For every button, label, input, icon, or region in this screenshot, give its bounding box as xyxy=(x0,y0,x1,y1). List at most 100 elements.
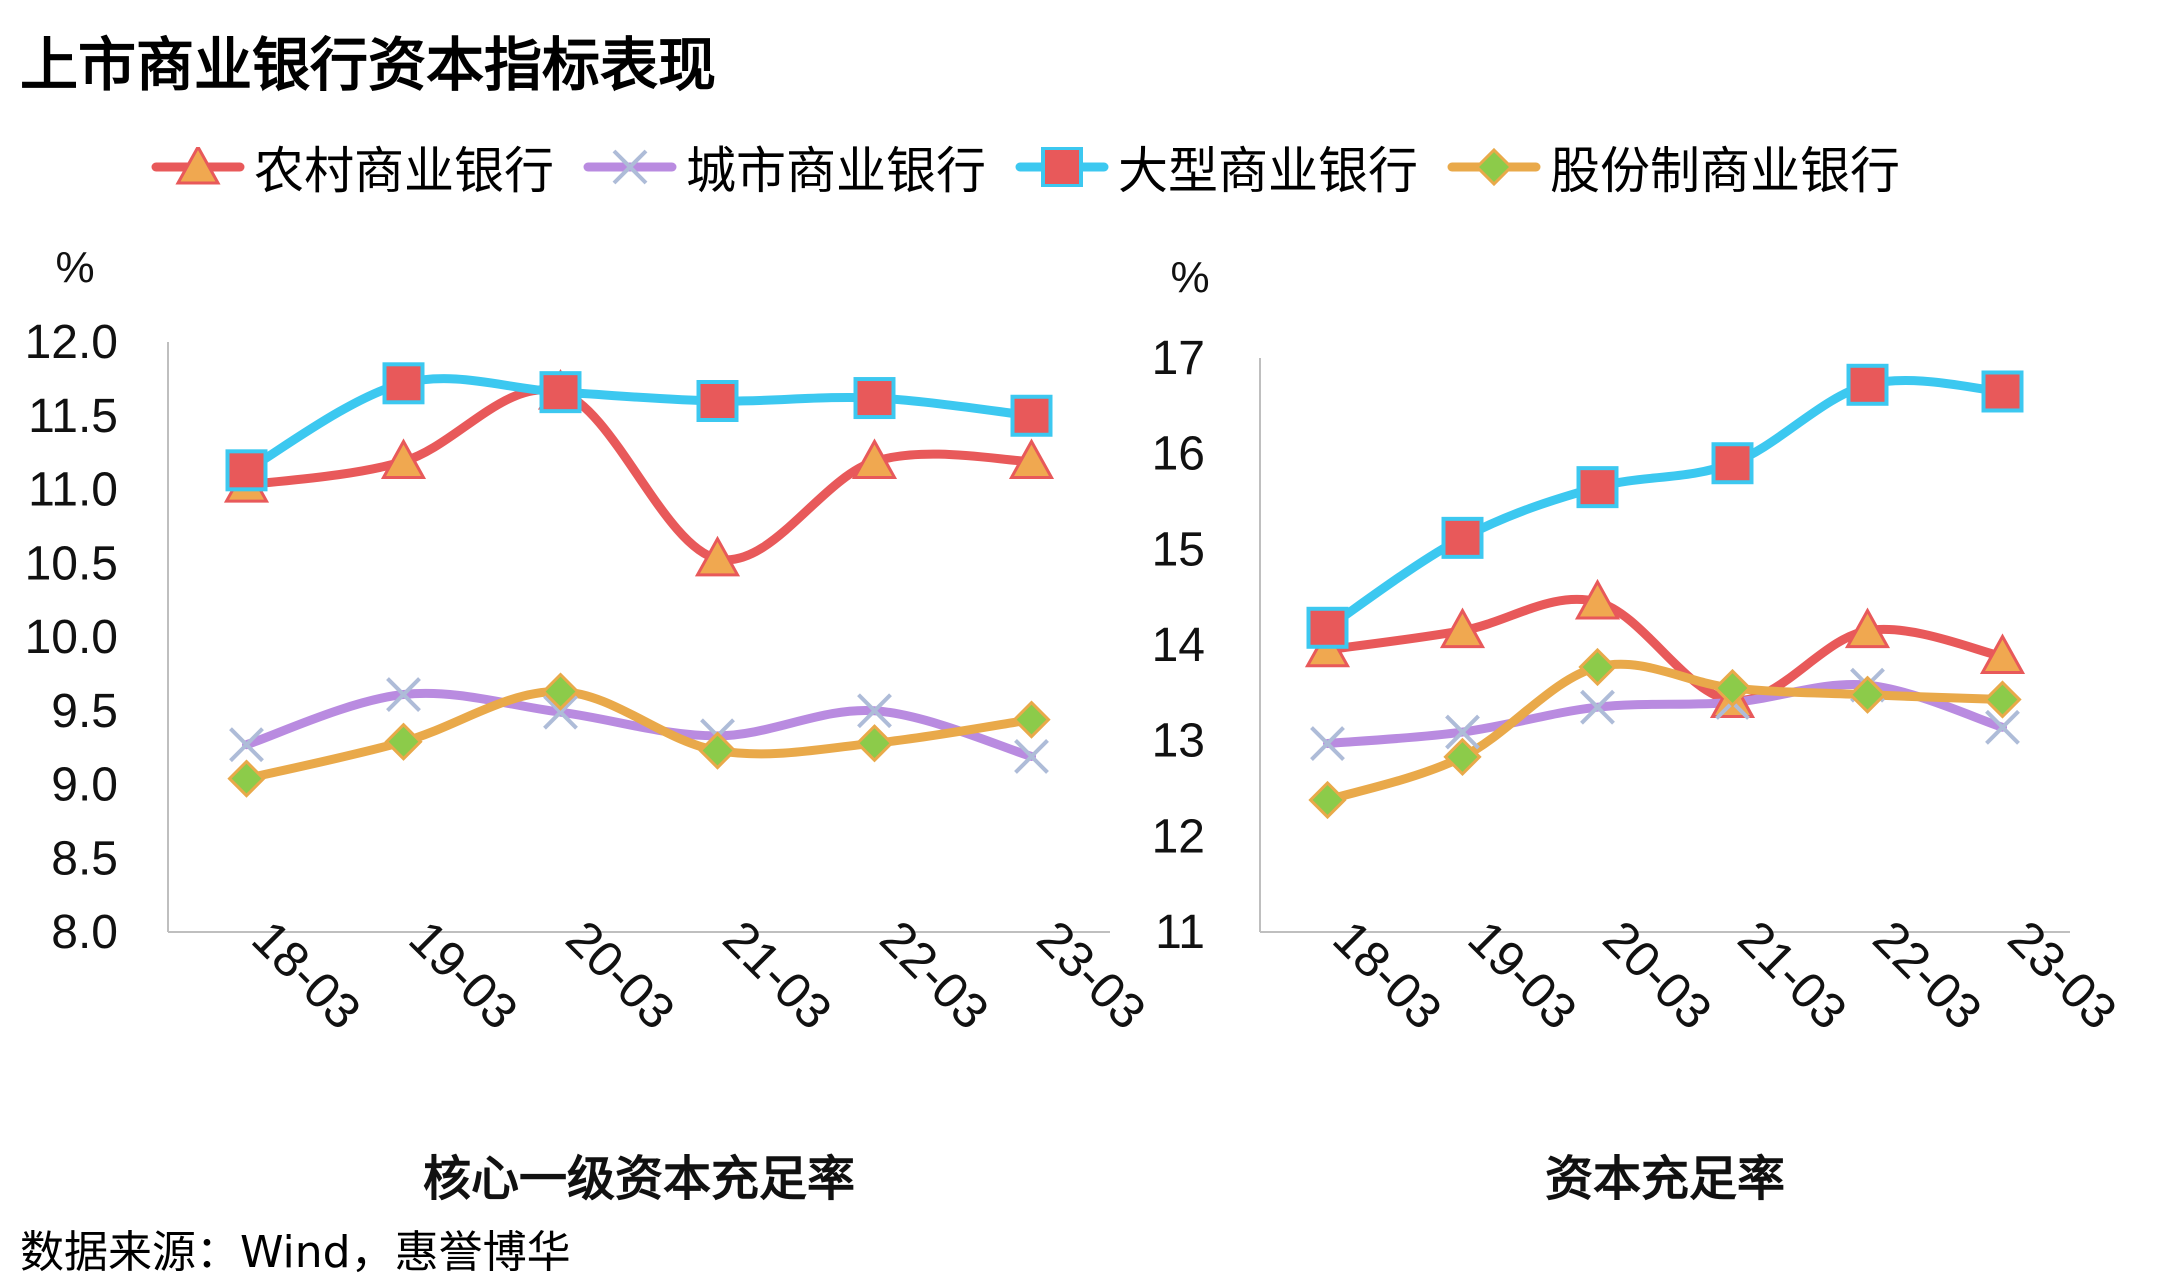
point-joint-stock xyxy=(855,724,894,763)
legend-label-large: 大型商业银行 xyxy=(1118,142,1418,200)
point-large xyxy=(1306,606,1349,649)
point-city xyxy=(1580,689,1615,725)
point-city xyxy=(543,694,578,730)
legend-label-rural: 农村商业银行 xyxy=(254,142,554,200)
point-rural xyxy=(694,535,741,577)
legend-item-large: 大型商业银行 xyxy=(1014,131,1418,203)
x-tick-label: 19-03 xyxy=(399,910,529,1040)
legend-marker xyxy=(612,149,648,185)
legend-item-rural: 农村商业银行 xyxy=(150,131,554,203)
legend-swatch-large xyxy=(1015,147,1109,187)
point-city xyxy=(386,677,421,712)
y-tick-label: 12.0 xyxy=(25,316,118,369)
point-rural xyxy=(1979,633,2026,674)
point-rural xyxy=(1844,607,1891,649)
y-tick-label: 8.0 xyxy=(51,906,118,959)
legend-item-joint-stock: 股份制商业银行 xyxy=(1446,131,1900,203)
y-tick-label: 11.5 xyxy=(28,390,118,443)
point-rural xyxy=(1439,607,1486,649)
panel-title: 核心一级资本充足率 xyxy=(423,1151,855,1207)
point-large xyxy=(1010,394,1053,437)
legend-label-joint-stock: 股份制商业银行 xyxy=(1550,142,1900,200)
point-rural xyxy=(1574,578,1621,620)
y-tick-label: 9.5 xyxy=(51,685,118,738)
point-large xyxy=(853,377,896,420)
legend-item-city: 城市商业银行 xyxy=(582,131,986,203)
x-tick-label: 19-03 xyxy=(1458,910,1588,1040)
series-line-rural xyxy=(1323,594,2007,706)
point-rural xyxy=(851,438,898,479)
legend-label-city: 城市商业银行 xyxy=(686,142,986,200)
point-joint-stock xyxy=(1012,700,1051,739)
point-city xyxy=(1445,714,1480,750)
y-tick-label: 8.5 xyxy=(51,832,118,885)
point-large xyxy=(382,362,425,405)
point-joint-stock xyxy=(227,759,266,798)
point-city xyxy=(1014,739,1049,774)
point-large xyxy=(1711,442,1754,485)
x-tick-label: 22-03 xyxy=(1863,910,1993,1040)
point-joint-stock xyxy=(384,722,423,761)
y-tick-label: 10.0 xyxy=(25,611,118,664)
point-large xyxy=(1846,363,1889,406)
legend-swatch-joint-stock xyxy=(1447,147,1541,187)
point-joint-stock xyxy=(1713,668,1752,708)
x-tick-label: 21-03 xyxy=(713,910,843,1040)
y-axis-unit: % xyxy=(1170,253,1209,302)
y-tick-label: 10.5 xyxy=(25,537,118,590)
y-tick-label: 16 xyxy=(1152,428,1205,481)
point-large xyxy=(225,449,268,492)
chart-title: 上市商业银行资本指标表现 xyxy=(20,31,717,99)
y-axis-unit: % xyxy=(55,243,94,292)
series-line-rural xyxy=(242,385,1036,565)
point-joint-stock xyxy=(1848,675,1887,714)
series-line-city xyxy=(1323,680,2007,749)
x-tick-label: 23-03 xyxy=(1998,910,2128,1040)
legend-marker xyxy=(1474,147,1514,187)
point-joint-stock xyxy=(698,731,737,770)
point-large xyxy=(696,380,739,422)
point-joint-stock xyxy=(1578,647,1617,687)
legend-marker xyxy=(1041,147,1083,187)
point-rural xyxy=(1008,438,1055,479)
x-tick-label: 20-03 xyxy=(556,910,686,1040)
panel-title: 资本充足率 xyxy=(1545,1151,1785,1207)
series-line-city xyxy=(242,688,1036,761)
panel-2: % 17 16 15 14 13 12 11 18-03 19-03 20-03 21-03 22-03… xyxy=(1152,253,2128,1207)
point-joint-stock xyxy=(1443,737,1482,777)
y-tick-label: 15 xyxy=(1152,523,1205,576)
x-tick-label: 22-03 xyxy=(870,910,1000,1040)
y-tick-label: 17 xyxy=(1152,332,1205,385)
point-large xyxy=(1981,370,2024,413)
x-tick-label: 21-03 xyxy=(1728,910,1858,1040)
x-tick-label: 18-03 xyxy=(242,910,372,1040)
point-joint-stock xyxy=(1983,680,2022,719)
point-rural xyxy=(380,438,427,479)
point-city xyxy=(229,727,264,763)
legend-marker xyxy=(175,147,221,185)
source-note: 数据来源：Wind，惠誉博华 xyxy=(20,1227,571,1278)
point-large xyxy=(1441,516,1484,559)
panel-1: % 12.0 11.5 11.0 10.5 10.0 9.5 9.0 8.5 8.0 18-03 19… xyxy=(25,243,1157,1207)
x-tick-label: 20-03 xyxy=(1593,910,1723,1040)
point-city xyxy=(1985,709,2020,745)
y-tick-label: 11 xyxy=(1155,906,1205,959)
y-tick-label: 9.0 xyxy=(51,759,118,812)
legend-swatch-city xyxy=(583,149,677,185)
legend-swatch-rural xyxy=(151,147,245,185)
point-city xyxy=(857,693,892,729)
point-city xyxy=(1310,726,1345,761)
point-joint-stock xyxy=(541,672,580,711)
y-tick-label: 13 xyxy=(1152,715,1205,768)
point-large xyxy=(1576,466,1619,509)
x-tick-label: 23-03 xyxy=(1027,910,1157,1040)
series-line-large xyxy=(1323,376,2007,633)
x-tick-label: 18-03 xyxy=(1323,910,1453,1040)
point-joint-stock xyxy=(1308,780,1347,820)
point-large xyxy=(539,371,582,414)
y-tick-label: 11.0 xyxy=(28,464,118,517)
y-tick-label: 12 xyxy=(1152,810,1205,863)
legend: 农村商业银行 城市商业银行 大型商业银行 股份制商业银行 xyxy=(150,132,1900,202)
y-tick-label: 14 xyxy=(1152,619,1205,672)
